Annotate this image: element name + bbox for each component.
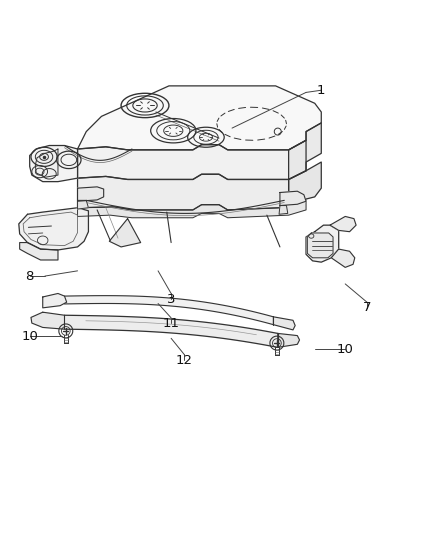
Text: 7: 7	[363, 301, 371, 314]
Polygon shape	[64, 296, 273, 325]
Polygon shape	[306, 225, 339, 262]
Polygon shape	[78, 86, 321, 150]
Polygon shape	[307, 233, 333, 258]
Polygon shape	[19, 208, 88, 250]
Polygon shape	[330, 216, 356, 232]
Polygon shape	[78, 187, 104, 201]
Polygon shape	[64, 315, 278, 348]
Polygon shape	[273, 317, 295, 330]
Polygon shape	[279, 206, 288, 214]
Polygon shape	[78, 199, 306, 218]
Polygon shape	[78, 200, 88, 209]
Polygon shape	[110, 219, 141, 247]
Polygon shape	[278, 334, 300, 348]
Polygon shape	[78, 140, 306, 180]
Text: 12: 12	[176, 353, 193, 367]
Text: 10: 10	[337, 343, 353, 356]
Text: 1: 1	[317, 84, 325, 96]
Polygon shape	[78, 174, 289, 210]
Polygon shape	[30, 146, 78, 182]
Polygon shape	[35, 149, 58, 177]
Text: 11: 11	[162, 317, 180, 329]
Text: 8: 8	[25, 270, 34, 282]
Polygon shape	[289, 123, 321, 180]
Text: 10: 10	[21, 329, 38, 343]
Polygon shape	[31, 312, 64, 329]
Polygon shape	[20, 243, 58, 260]
Polygon shape	[43, 294, 67, 308]
Text: 3: 3	[167, 293, 175, 305]
Polygon shape	[331, 249, 355, 268]
Polygon shape	[289, 162, 321, 201]
Polygon shape	[280, 191, 306, 206]
